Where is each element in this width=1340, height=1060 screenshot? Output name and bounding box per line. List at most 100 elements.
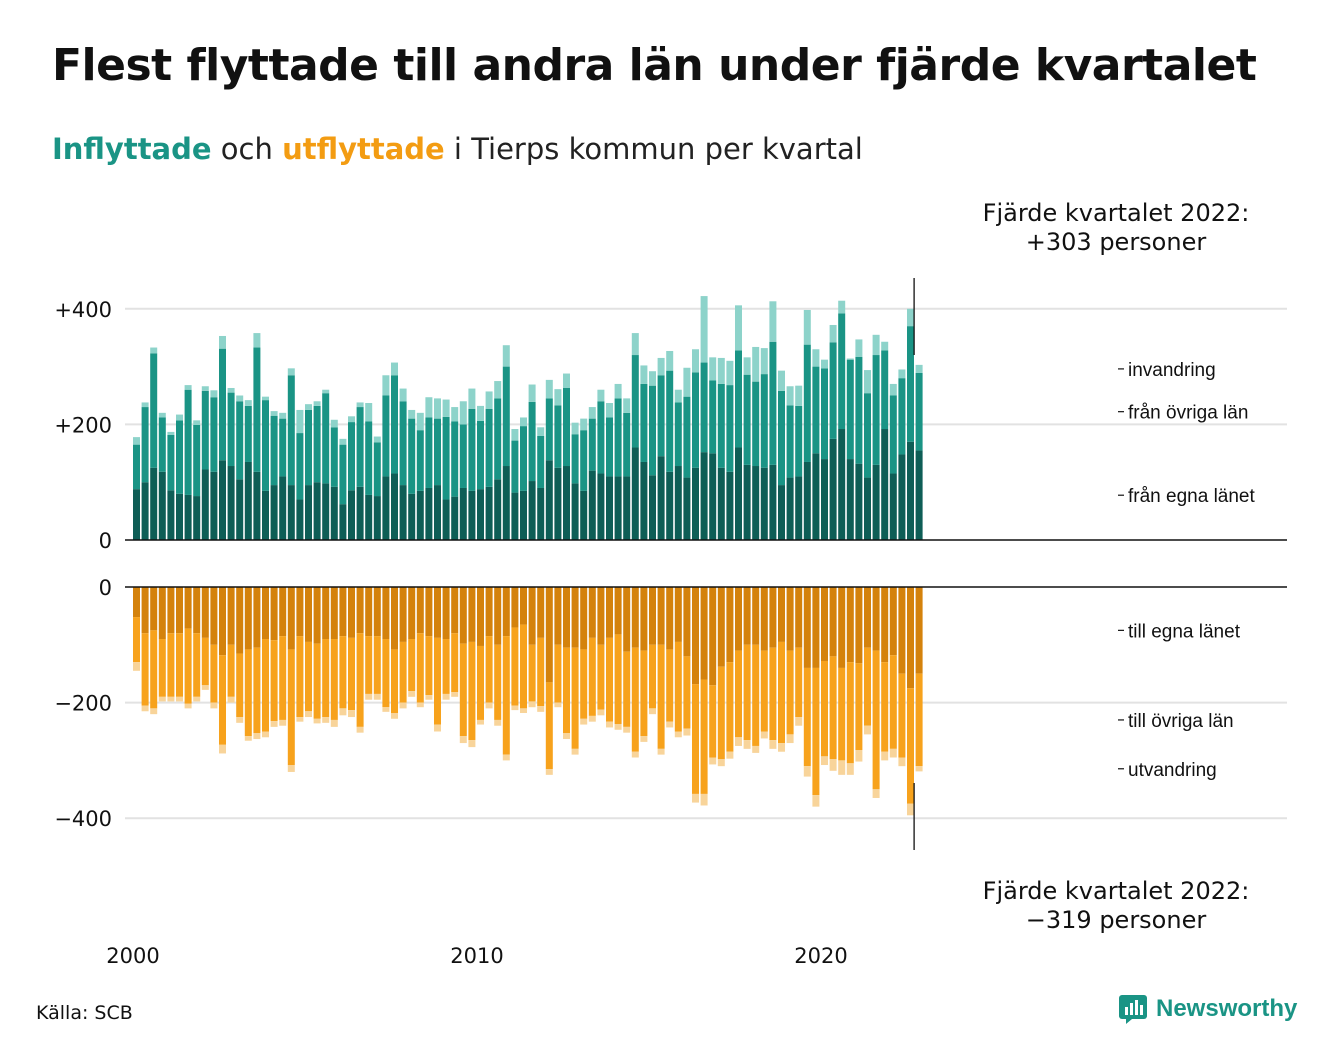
bar-in-segment [425, 487, 433, 540]
bar-in-segment [193, 424, 201, 497]
bar-in-segment [726, 360, 734, 386]
ytick-label-bottom: −200 [54, 692, 112, 716]
bar-in-segment [468, 388, 476, 409]
bar-out-segment [150, 630, 158, 709]
bar-out-segment [571, 647, 579, 749]
bar-in-segment [907, 441, 914, 540]
bar-in-segment [674, 402, 682, 467]
bar-in-segment [511, 429, 519, 441]
bar-out-segment [709, 587, 717, 686]
bar-out-segment [167, 633, 175, 697]
bar-in-segment [864, 370, 871, 394]
bar-in-segment [167, 431, 175, 435]
bar-out-segment [872, 650, 880, 790]
bar-out-segment [382, 587, 390, 640]
bar-in-segment [846, 459, 854, 540]
bar-out-segment [769, 740, 777, 749]
bar-in-segment [881, 350, 889, 430]
bar-in-segment [477, 420, 484, 490]
bar-out-segment [305, 641, 312, 712]
bar-in-segment [227, 392, 235, 467]
bar-out-segment [735, 587, 742, 651]
bar-in-segment [898, 378, 906, 455]
bar-out-segment [425, 695, 433, 700]
bar-out-segment [184, 587, 192, 629]
bar-in-segment [717, 467, 725, 540]
bar-out-segment [795, 587, 803, 648]
bar-in-segment [528, 384, 536, 402]
bar-in-segment [201, 469, 209, 540]
bar-in-segment [253, 347, 261, 472]
bar-out-segment [855, 663, 863, 750]
bar-in-segment [717, 383, 725, 468]
bar-out-segment [907, 587, 914, 689]
bar-in-segment [588, 470, 596, 540]
bar-out-segment [133, 587, 140, 618]
bar-in-segment [477, 405, 484, 421]
bar-out-segment [537, 637, 545, 707]
bar-in-segment [528, 481, 536, 540]
bar-out-segment [563, 647, 570, 734]
bar-in-segment [184, 389, 192, 495]
bar-in-segment [580, 430, 588, 491]
bar-in-segment [700, 452, 708, 540]
bar-in-segment [726, 385, 734, 472]
bar-in-segment [855, 356, 863, 464]
bar-out-segment [864, 587, 871, 648]
bar-out-segment [700, 587, 708, 680]
legend-label-top: invandring [1128, 360, 1216, 381]
bar-out-segment [778, 587, 785, 642]
bar-out-segment [201, 587, 209, 638]
bar-out-segment [597, 587, 605, 645]
bar-in-segment [150, 353, 158, 468]
bar-in-segment [451, 421, 459, 497]
bar-out-segment [262, 731, 269, 738]
bar-out-segment [588, 715, 596, 722]
bar-in-segment [425, 417, 433, 488]
bar-in-segment [812, 366, 820, 454]
bar-out-segment [425, 587, 433, 637]
brand-name: Newsworthy [1156, 995, 1298, 1022]
bar-in-segment [709, 357, 717, 381]
bar-in-segment [666, 350, 674, 371]
bar-in-segment [683, 396, 691, 478]
bar-out-segment [451, 692, 459, 697]
bar-out-segment [864, 725, 871, 735]
bar-in-segment [399, 485, 407, 540]
bar-out-segment [158, 639, 166, 697]
bar-in-segment [580, 490, 588, 540]
bar-in-segment [184, 385, 192, 390]
bar-out-segment [322, 639, 330, 718]
bar-out-segment [416, 633, 424, 703]
bar-in-segment [717, 357, 725, 384]
bar-out-segment [709, 757, 717, 765]
bar-out-segment [201, 685, 209, 690]
bar-out-segment [795, 717, 803, 726]
bar-in-segment [803, 461, 811, 540]
bar-in-segment [649, 475, 656, 540]
bar-out-segment [408, 587, 416, 640]
bar-out-segment [580, 587, 588, 650]
bar-out-segment [786, 587, 794, 651]
bar-out-segment [554, 702, 562, 708]
bar-in-segment [606, 476, 613, 540]
bar-out-segment [434, 724, 441, 732]
bar-out-segment [640, 736, 648, 742]
bar-out-segment [193, 587, 201, 634]
bar-out-segment [184, 628, 192, 704]
bar-in-segment [838, 313, 846, 430]
bar-out-segment [666, 649, 674, 722]
bar-out-segment [442, 693, 450, 700]
bar-out-segment [666, 721, 674, 728]
bar-in-segment [322, 393, 330, 484]
bar-out-segment [786, 650, 794, 735]
bar-in-segment [692, 349, 699, 373]
bar-in-segment [330, 419, 338, 428]
xtick-label: 2000 [106, 944, 159, 968]
bar-in-segment [812, 453, 820, 540]
bar-in-segment [365, 494, 373, 540]
bar-in-segment [408, 418, 416, 494]
bar-in-segment [864, 393, 871, 478]
bar-out-segment [416, 702, 424, 708]
bar-in-segment [219, 460, 226, 540]
